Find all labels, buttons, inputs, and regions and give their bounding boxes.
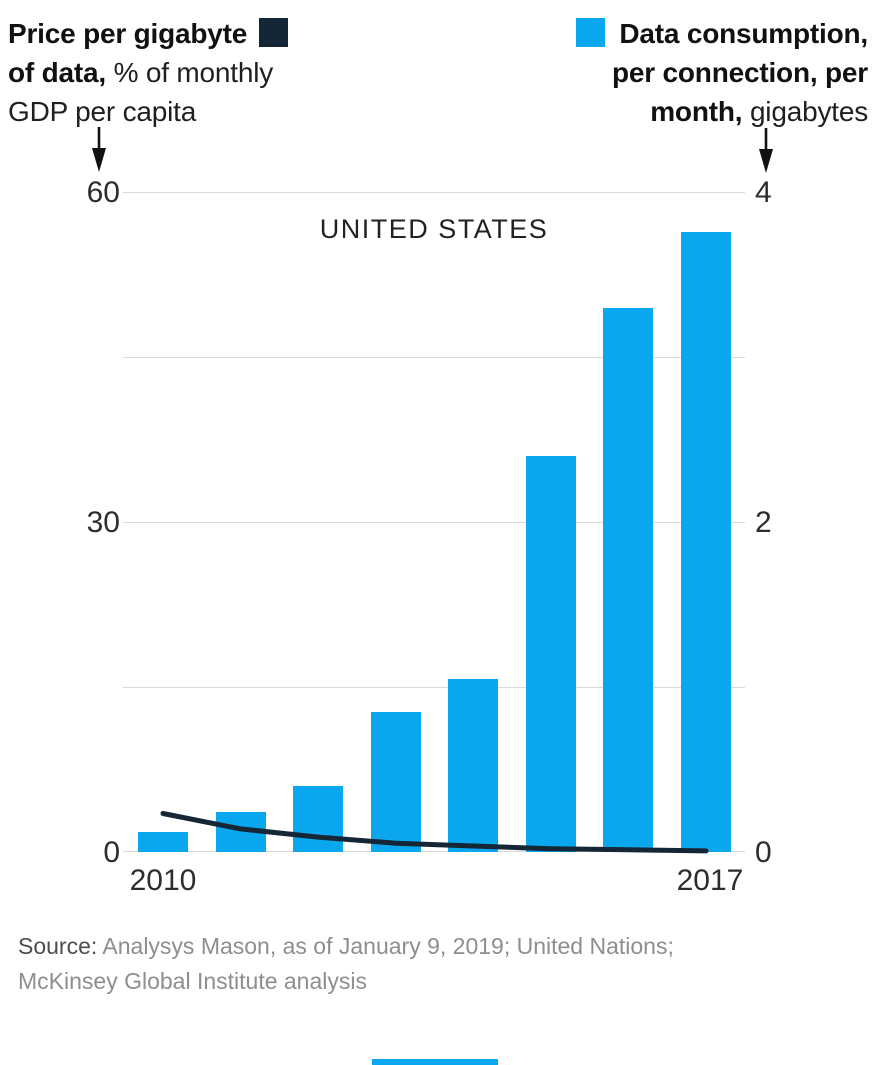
bar-2012 — [293, 786, 344, 852]
legend-consumption-line3: month, gigabytes — [650, 96, 868, 127]
gridline — [123, 357, 745, 358]
left-tick-0: 0 — [103, 836, 120, 869]
consumption-bar-swatch — [576, 18, 606, 47]
bar-2013 — [370, 711, 421, 852]
bar-2014 — [448, 678, 499, 852]
source-note: Source: Analysys Mason, as of January 9,… — [18, 929, 818, 999]
left-tick-60: 60 — [86, 176, 120, 209]
bar-2017 — [680, 231, 731, 852]
legend-data-consumption: Data consumption, per connection, per mo… — [488, 14, 868, 131]
x-label-2017: 2017 — [676, 864, 744, 897]
chart-title: UNITED STATES — [319, 214, 549, 244]
price-line-series — [160, 811, 709, 854]
legend-price-per-gigabyte: Price per gigabyte of data, % of monthly… — [8, 14, 368, 131]
gridline — [123, 522, 745, 523]
gridline — [123, 687, 745, 688]
source-line2: McKinsey Global Institute analysis — [18, 968, 367, 994]
gridline — [123, 192, 745, 193]
legend-price-line3: GDP per capita — [8, 96, 197, 127]
x-label-2010: 2010 — [129, 864, 197, 897]
legend-price-line1: Price per gigabyte — [8, 14, 368, 53]
left-tick-30: 30 — [86, 506, 120, 539]
legend-consumption-line1: Data consumption, — [488, 14, 868, 53]
price-line-swatch — [259, 18, 289, 47]
left-axis-arrow-icon — [92, 127, 106, 172]
bar-2016 — [603, 307, 654, 852]
bar-2010 — [138, 832, 188, 852]
legend-price-line2: of data, % of monthly — [8, 57, 274, 88]
legend-price-text-bold: Price per gigabyte — [8, 18, 248, 49]
gridline — [123, 851, 745, 852]
plot-area — [123, 192, 745, 854]
legend-consumption-line2: per connection, per — [611, 57, 868, 88]
bar-2015 — [525, 456, 576, 852]
right-tick-2: 2 — [755, 506, 772, 539]
right-axis-arrow-icon — [759, 128, 773, 173]
bottom-accent-bar — [372, 1059, 498, 1065]
right-tick-4: 4 — [755, 176, 772, 209]
source-line1: Source: Analysys Mason, as of January 9,… — [18, 933, 674, 959]
right-tick-0: 0 — [755, 836, 772, 869]
